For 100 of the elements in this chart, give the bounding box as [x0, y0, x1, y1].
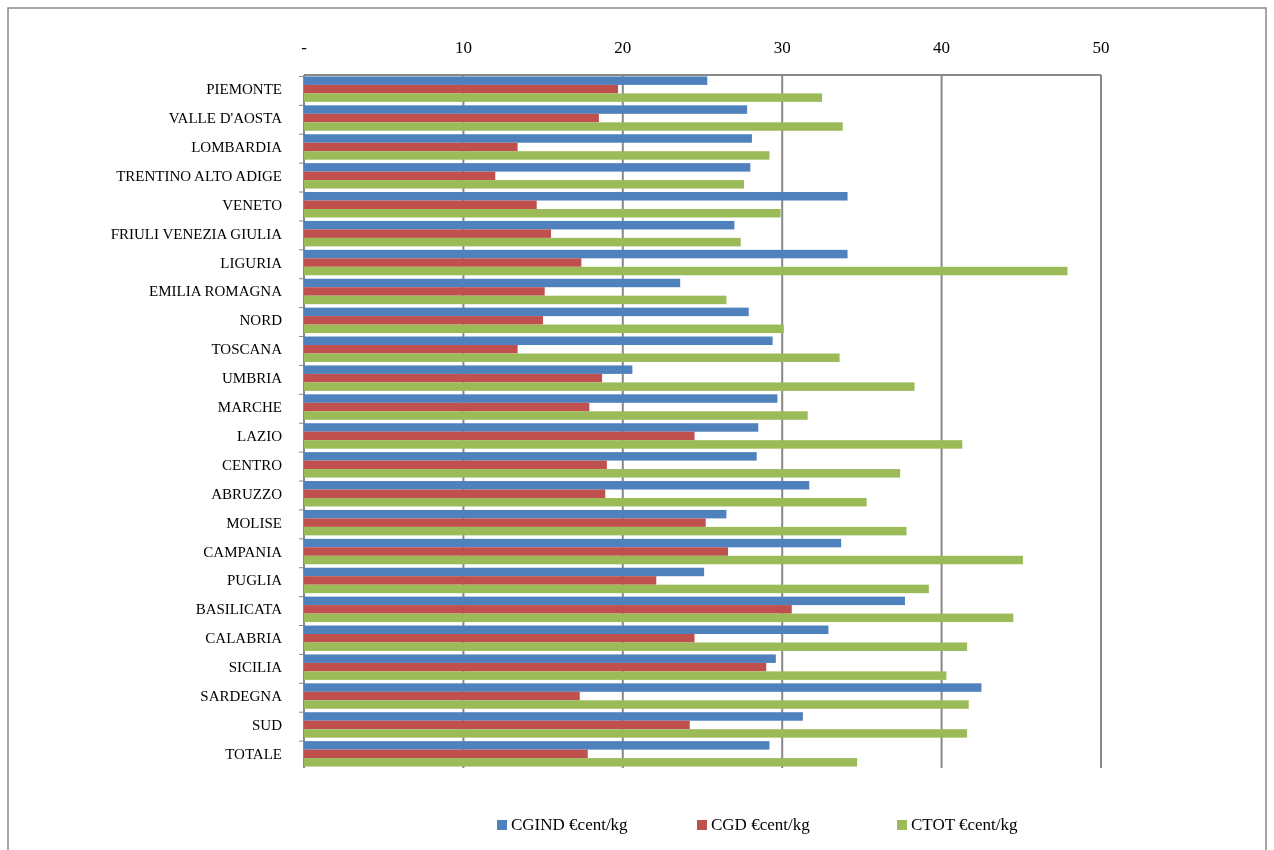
bar — [304, 440, 963, 449]
y-tick-label: VENETO — [222, 196, 283, 213]
y-tick-label: CENTRO — [222, 456, 283, 473]
bar — [304, 700, 969, 709]
bar — [304, 538, 842, 548]
bar — [304, 336, 773, 346]
bar — [304, 229, 552, 238]
bar — [304, 749, 588, 759]
bar — [304, 469, 901, 478]
y-tick-label: CAMPANIA — [203, 543, 283, 560]
bar — [304, 192, 848, 201]
bar — [304, 266, 1068, 276]
bar — [304, 634, 695, 643]
bar — [304, 671, 947, 680]
y-tick-label: MOLISE — [226, 514, 282, 531]
bar — [304, 555, 1023, 565]
x-tick-label: 20 — [614, 38, 632, 57]
bar — [304, 209, 781, 218]
bar — [304, 509, 727, 519]
y-tick-label: PUGLIA — [227, 572, 283, 589]
legend-label: CTOT €cent/kg — [911, 815, 1019, 834]
bar — [304, 237, 741, 247]
bar — [304, 411, 808, 420]
y-tick-label: LIGURIA — [220, 254, 283, 271]
y-tick-label: SICILIA — [228, 659, 283, 676]
y-tick-label: MARCHE — [217, 399, 282, 416]
bar — [304, 662, 767, 672]
bar — [304, 105, 748, 114]
y-tick-label: CALABRIA — [205, 630, 283, 647]
y-tick-label: VALLE D'AOSTA — [168, 110, 283, 127]
bar — [304, 394, 778, 403]
bar — [304, 151, 770, 160]
bar — [304, 258, 582, 267]
y-tick-label: FRIULI VENEZIA GIULIA — [110, 225, 283, 242]
y-tick-label: SARDEGNA — [200, 688, 283, 705]
bar — [304, 353, 840, 362]
y-tick-label: UMBRIA — [221, 370, 283, 387]
y-tick-label: LOMBARDIA — [191, 138, 283, 155]
bar — [304, 171, 496, 181]
bar — [304, 431, 695, 441]
y-tick-label: LAZIO — [237, 427, 283, 444]
bar — [304, 605, 792, 614]
bar — [304, 460, 607, 470]
bar — [304, 423, 759, 432]
bar — [304, 84, 619, 94]
bar — [304, 691, 580, 701]
x-tick-label: 40 — [933, 38, 951, 57]
bar — [304, 76, 708, 85]
bar — [304, 163, 751, 172]
bar — [304, 295, 727, 305]
y-tick-label: SUD — [251, 716, 283, 733]
bar — [304, 278, 681, 288]
bar — [304, 122, 843, 131]
bar — [304, 452, 757, 461]
bar — [304, 642, 968, 651]
bar — [304, 402, 590, 412]
y-tick-label: BASILICATA — [195, 601, 283, 618]
bar — [304, 526, 907, 536]
bar — [304, 758, 858, 767]
bar — [304, 287, 545, 296]
bar — [304, 365, 633, 374]
x-tick-label: 10 — [454, 38, 472, 57]
y-tick-label: TOSCANA — [211, 341, 283, 358]
bar — [304, 596, 905, 606]
x-tick-label: - — [301, 38, 308, 57]
bar — [304, 547, 728, 556]
bar — [304, 316, 544, 325]
bar — [304, 249, 848, 259]
bar — [304, 712, 803, 721]
bar — [304, 720, 690, 730]
bar — [304, 113, 599, 123]
bar — [304, 345, 518, 354]
bar — [304, 489, 606, 498]
bar — [304, 382, 915, 391]
bar — [304, 497, 867, 507]
bar — [304, 307, 749, 317]
bar — [304, 220, 735, 230]
x-tick-label: 30 — [773, 38, 791, 57]
bar — [304, 567, 705, 577]
bar — [304, 584, 929, 594]
y-tick-label: TRENTINO ALTO ADIGE — [116, 167, 282, 184]
x-tick-label: 50 — [1092, 38, 1110, 57]
bar — [304, 741, 770, 750]
bar — [304, 373, 603, 383]
bar — [304, 481, 810, 490]
bar — [304, 180, 744, 189]
bar — [304, 93, 823, 102]
legend-label: CGD €cent/kg — [711, 815, 811, 834]
bar — [304, 654, 776, 663]
bar — [304, 613, 1014, 623]
bar — [304, 683, 982, 692]
bar — [304, 729, 968, 738]
y-tick-label: NORD — [239, 312, 283, 329]
y-tick-label: EMILIA ROMAGNA — [149, 283, 283, 300]
bar — [304, 142, 518, 152]
bar — [304, 200, 537, 209]
y-tick-label: TOTALE — [225, 745, 282, 762]
bar — [304, 324, 784, 334]
bar — [304, 134, 752, 143]
y-tick-label: PIEMONTE — [206, 81, 282, 98]
